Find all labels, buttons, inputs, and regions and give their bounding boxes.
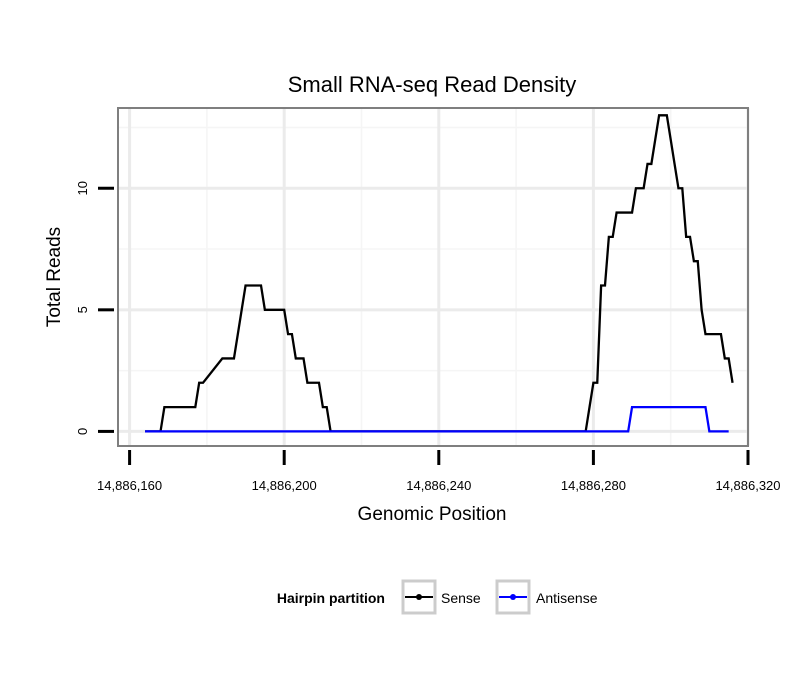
plot-border bbox=[117, 107, 749, 447]
legend: Hairpin partition Sense Antisense bbox=[277, 579, 598, 615]
legend-label-antisense: Antisense bbox=[536, 590, 598, 606]
x-tick-label: 14,886,320 bbox=[715, 478, 780, 493]
series-layer bbox=[145, 114, 734, 433]
x-axis: 14,886,160 14,886,200 14,886,240 14,886,280… bbox=[97, 450, 781, 493]
legend-entry-sense[interactable]: Sense bbox=[401, 579, 481, 615]
chart-title: Small RNA-seq Read Density bbox=[288, 72, 577, 97]
legend-key-antisense-dot bbox=[510, 594, 516, 600]
x-axis-title: Genomic Position bbox=[358, 504, 507, 525]
y-axis-title: Total Reads bbox=[44, 227, 65, 327]
x-tick-label: 14,886,240 bbox=[406, 478, 471, 493]
y-tick-label: 10 bbox=[75, 181, 90, 195]
legend-entry-antisense[interactable]: Antisense bbox=[495, 579, 598, 615]
series-line-antisense bbox=[145, 405, 729, 433]
plot-background bbox=[118, 108, 748, 446]
x-tick-label: 14,886,200 bbox=[252, 478, 317, 493]
legend-label-sense: Sense bbox=[441, 590, 481, 606]
legend-title: Hairpin partition bbox=[277, 590, 385, 606]
plot-panel bbox=[117, 107, 750, 447]
y-tick-label: 5 bbox=[75, 306, 90, 313]
legend-key-sense-dot bbox=[416, 594, 422, 600]
x-tick-label: 14,886,280 bbox=[561, 478, 626, 493]
y-axis: 0 5 10 bbox=[75, 181, 114, 435]
x-tick-label: 14,886,160 bbox=[97, 478, 162, 493]
y-tick-label: 0 bbox=[75, 428, 90, 435]
